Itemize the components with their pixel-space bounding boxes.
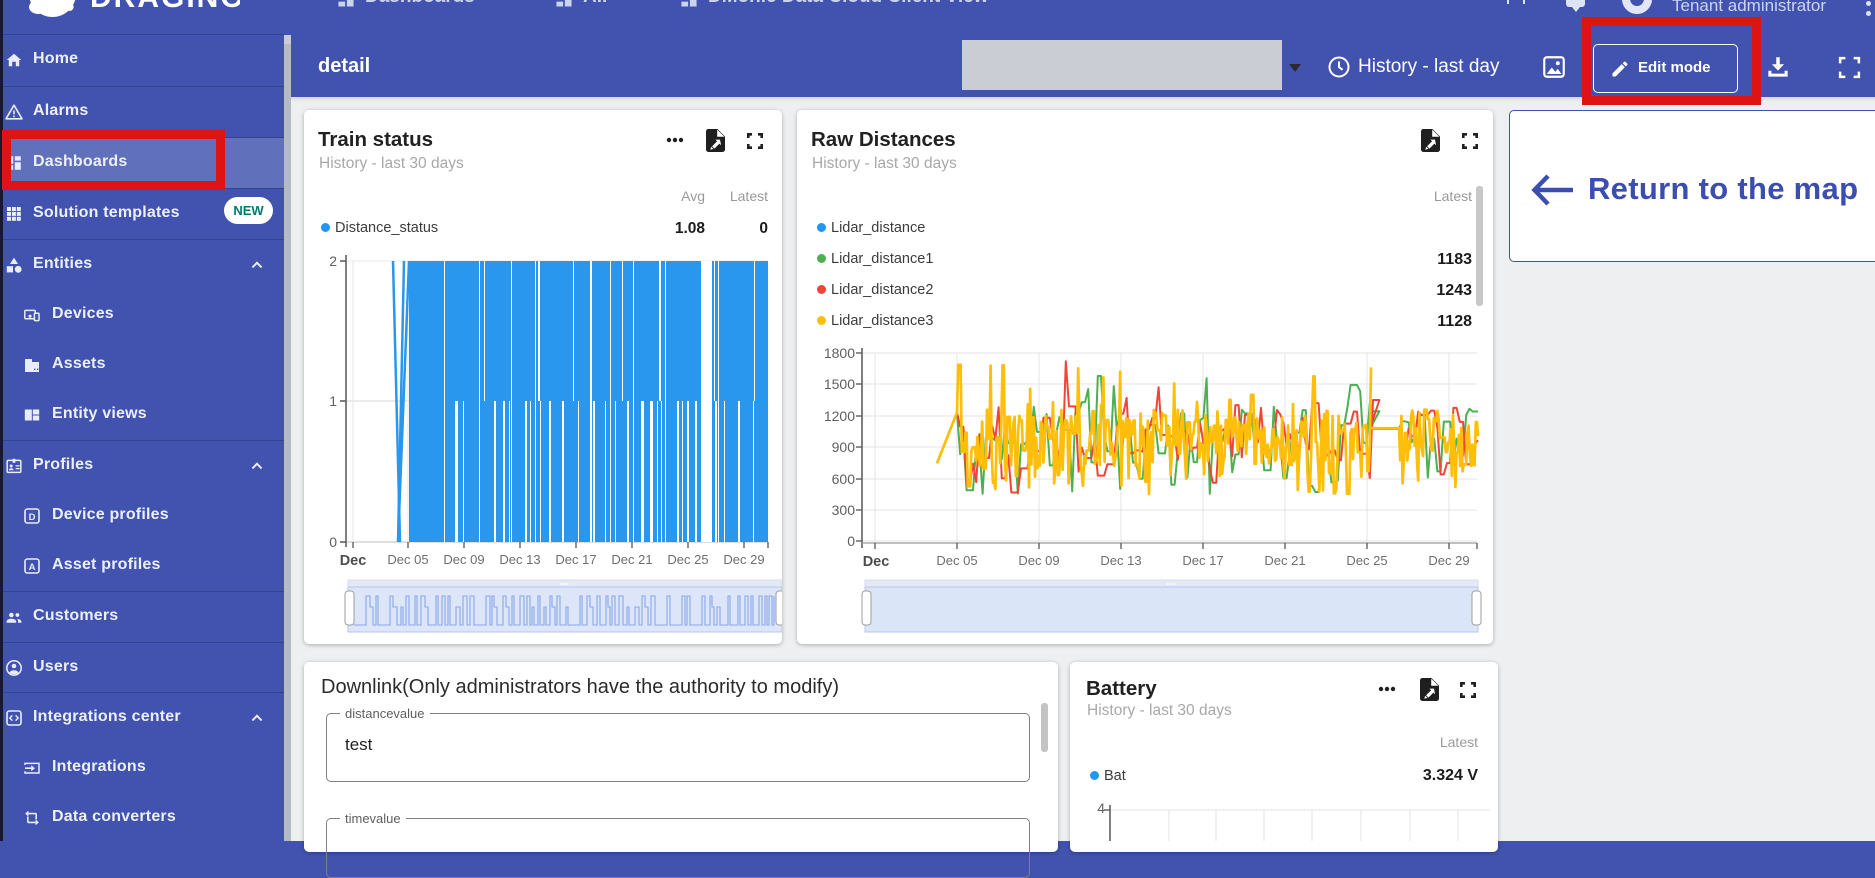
svg-text:Dec 17: Dec 17 [1182,553,1223,568]
svg-text:300: 300 [832,502,856,518]
svg-text:1: 1 [329,393,337,409]
svg-text:1500: 1500 [824,376,855,392]
svg-text:Dec 13: Dec 13 [1100,553,1141,568]
svg-text:4: 4 [1097,800,1105,816]
svg-text:Dec 21: Dec 21 [1264,553,1305,568]
svg-text:Dec 17: Dec 17 [555,552,596,567]
svg-text:Dec 29: Dec 29 [1428,553,1469,568]
svg-text:D: D [29,512,36,523]
svg-text:Dec 29: Dec 29 [723,552,764,567]
svg-text:0: 0 [847,533,855,549]
svg-text:Dec 21: Dec 21 [611,552,652,567]
svg-text:A: A [29,562,36,573]
svg-text:Dec: Dec [340,553,367,569]
svg-text:Dec: Dec [863,554,890,570]
svg-text:Dec 05: Dec 05 [936,553,977,568]
svg-text:Dec 25: Dec 25 [1346,553,1387,568]
svg-text:1800: 1800 [824,345,855,361]
svg-text:Dec 25: Dec 25 [667,552,708,567]
svg-text:Dec 09: Dec 09 [443,552,484,567]
svg-text:Dec 05: Dec 05 [387,552,428,567]
svg-text:2: 2 [329,253,337,269]
svg-text:Dec 13: Dec 13 [499,552,540,567]
svg-text:600: 600 [832,471,856,487]
svg-text:900: 900 [832,439,856,455]
svg-text:0: 0 [329,534,337,550]
svg-text:Dec 09: Dec 09 [1018,553,1059,568]
svg-text:1200: 1200 [824,408,855,424]
